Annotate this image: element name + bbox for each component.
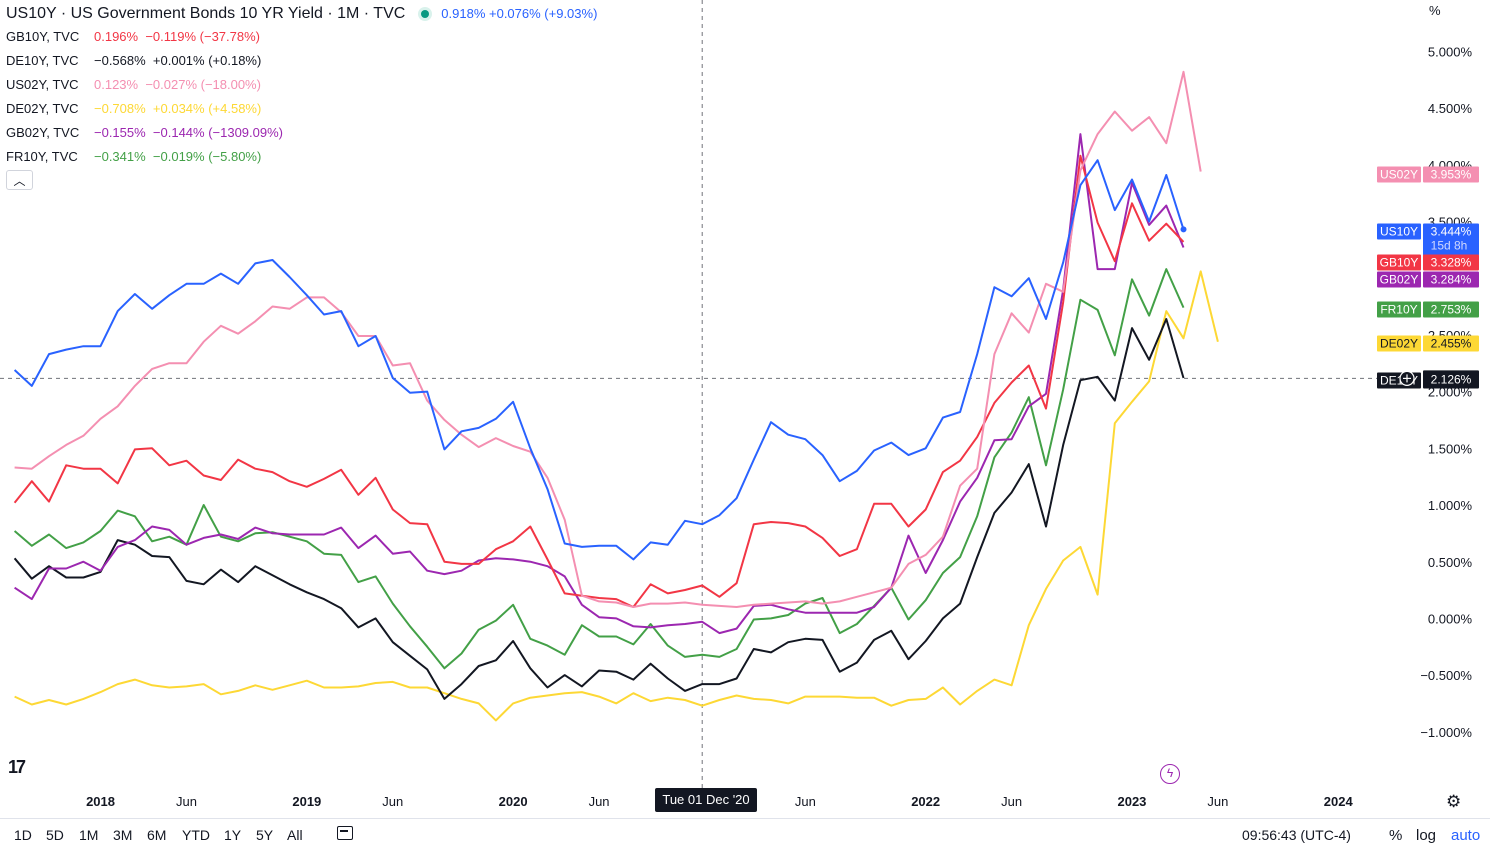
lightning-icon[interactable]: ϟ <box>1160 764 1180 784</box>
price-label-us10y: US10Y 3.444%15d 8h <box>1377 223 1479 256</box>
legend-values: −0.568% +0.001% (+0.18%) <box>94 53 262 68</box>
y-tick-label: 4.500% <box>1428 101 1473 116</box>
bar-countdown: 15d 8h <box>1431 239 1468 253</box>
svg-text:3.444%: 3.444% <box>1431 225 1472 239</box>
legend: US10Y · US Government Bonds 10 YR Yield … <box>6 4 597 169</box>
svg-text:FR10Y: FR10Y <box>1380 303 1417 317</box>
tradingview-logo-icon[interactable]: 17 <box>8 757 26 777</box>
legend-values: 0.196% −0.119% (−37.78%) <box>94 29 260 44</box>
series-line-de02y[interactable] <box>14 270 1219 722</box>
range-button-1y[interactable]: 1Y <box>224 827 242 843</box>
range-button-5y[interactable]: 5Y <box>256 827 274 843</box>
calendar-range-icon[interactable] <box>337 826 353 840</box>
legend-symbol: DE02Y, TVC <box>6 101 79 116</box>
legend-main-values: 0.918% +0.076% (+9.03%) <box>441 6 598 21</box>
svg-text:3.284%: 3.284% <box>1431 273 1472 287</box>
x-tick-label: Jun <box>382 794 403 809</box>
legend-symbol: GB10Y, TVC <box>6 29 80 44</box>
market-status-dot-icon <box>421 10 430 18</box>
price-label-fr10y: FR10Y 2.753% <box>1377 301 1479 318</box>
y-tick-label: 5.000% <box>1428 45 1473 60</box>
y-tick-label: −0.500% <box>1420 668 1472 683</box>
y-tick-label: 1.000% <box>1428 498 1473 513</box>
svg-text:2.753%: 2.753% <box>1431 303 1472 317</box>
legend-symbol: DE10Y, TVC <box>6 53 79 68</box>
x-tick-label: Jun <box>1207 794 1228 809</box>
series-line-gb10y[interactable] <box>13 154 1185 608</box>
svg-text:2.126%: 2.126% <box>1431 372 1472 386</box>
series-line-us10y[interactable] <box>13 159 1185 561</box>
legend-row-3[interactable]: DE02Y, TVC −0.708% +0.034% (+4.58%) <box>6 97 597 121</box>
legend-row-5[interactable]: FR10Y, TVC −0.341% −0.019% (−5.80%) <box>6 145 597 169</box>
log-scale-toggle[interactable]: log <box>1416 827 1437 844</box>
legend-values: −0.155% −0.144% (−1309.09%) <box>94 125 284 140</box>
gear-icon[interactable]: ⚙ <box>1446 792 1462 811</box>
x-tick-label: 2024 <box>1324 794 1354 809</box>
range-button-3m[interactable]: 3M <box>113 827 133 843</box>
svg-text:3.953%: 3.953% <box>1431 168 1472 182</box>
x-tick-label: 2020 <box>499 794 528 809</box>
svg-text:3.328%: 3.328% <box>1431 256 1472 270</box>
series-line-us02y[interactable] <box>14 70 1202 608</box>
last-point-marker <box>1180 226 1187 233</box>
series-line-de10y[interactable] <box>13 318 1185 700</box>
x-tick-label: Jun <box>176 794 197 809</box>
legend-values: −0.341% −0.019% (−5.80%) <box>94 149 262 164</box>
legend-symbol: FR10Y, TVC <box>6 149 78 164</box>
x-tick-label: Jun <box>589 794 610 809</box>
percent-scale-toggle[interactable]: % <box>1389 827 1403 844</box>
x-tick-label: 2023 <box>1117 794 1146 809</box>
crosshair-price-label: 2.126% <box>1423 370 1479 387</box>
legend-row-1[interactable]: DE10Y, TVC −0.568% +0.001% (+0.18%) <box>6 49 597 73</box>
price-label-us02y: US02Y 3.953% <box>1377 166 1479 183</box>
y-tick-label: 0.000% <box>1428 612 1473 627</box>
x-tick-label: 2022 <box>911 794 940 809</box>
add-alert-plus-icon[interactable] <box>1399 370 1415 387</box>
range-button-5d[interactable]: 5D <box>46 827 64 843</box>
range-button-1m[interactable]: 1M <box>79 827 99 843</box>
x-tick-label: Jun <box>795 794 816 809</box>
svg-text:GB10Y: GB10Y <box>1380 256 1419 270</box>
range-button-1d[interactable]: 1D <box>14 827 32 843</box>
price-label-gb10y: GB10Y 3.328% <box>1377 254 1479 271</box>
range-button-ytd[interactable]: YTD <box>182 827 210 843</box>
price-label-gb02y: GB02Y 3.284% <box>1377 271 1479 288</box>
legend-main-row[interactable]: US10Y · US Government Bonds 10 YR Yield … <box>6 4 597 24</box>
y-tick-label: 0.500% <box>1428 555 1473 570</box>
legend-values: 0.123% −0.027% (−18.00%) <box>94 77 261 92</box>
auto-scale-toggle[interactable]: auto <box>1451 827 1481 844</box>
legend-collapse-button[interactable]: ︿ <box>6 170 33 190</box>
y-axis-unit: % <box>1429 3 1441 18</box>
y-tick-label: 1.500% <box>1428 441 1473 456</box>
legend-row-4[interactable]: GB02Y, TVC −0.155% −0.144% (−1309.09%) <box>6 121 597 145</box>
svg-text:GB02Y: GB02Y <box>1380 273 1419 287</box>
legend-row-2[interactable]: US02Y, TVC 0.123% −0.027% (−18.00%) <box>6 73 597 97</box>
legend-main-symbol: US10Y · US Government Bonds 10 YR Yield … <box>6 5 406 22</box>
price-label-de02y: DE02Y 2.455% <box>1377 335 1479 352</box>
y-tick-label: −1.000% <box>1420 725 1472 740</box>
legend-symbol: GB02Y, TVC <box>6 125 80 140</box>
svg-text:US10Y: US10Y <box>1380 225 1418 239</box>
range-button-all[interactable]: All <box>287 827 303 843</box>
x-tick-label: 2019 <box>292 794 321 809</box>
svg-text:US02Y: US02Y <box>1380 168 1418 182</box>
range-button-6m[interactable]: 6M <box>147 827 167 843</box>
x-tick-label: Jun <box>1001 794 1022 809</box>
svg-text:DE02Y: DE02Y <box>1380 337 1418 351</box>
bottom-toolbar: 1D 5D 1M 3M 6M YTD 1Y 5Y All 09:56:43 (UTC-4) % … <box>0 818 1490 851</box>
series-line-gb02y[interactable] <box>14 133 1185 635</box>
chevron-up-icon: ︿ <box>13 173 26 188</box>
x-tick-label: 2018 <box>86 794 115 809</box>
legend-symbol: US02Y, TVC <box>6 77 79 92</box>
svg-text:2.455%: 2.455% <box>1431 337 1472 351</box>
legend-row-0[interactable]: GB10Y, TVC 0.196% −0.119% (−37.78%) <box>6 25 597 49</box>
series-line-fr10y[interactable] <box>13 268 1185 670</box>
clock-readout[interactable]: 09:56:43 (UTC-4) <box>1242 827 1351 843</box>
chart-area[interactable]: 5.000%4.500%4.000%3.500%3.000%2.500%2.00… <box>0 0 1490 818</box>
legend-values: −0.708% +0.034% (+4.58%) <box>94 101 262 116</box>
crosshair-date-label: Tue 01 Dec '20 <box>655 788 757 812</box>
